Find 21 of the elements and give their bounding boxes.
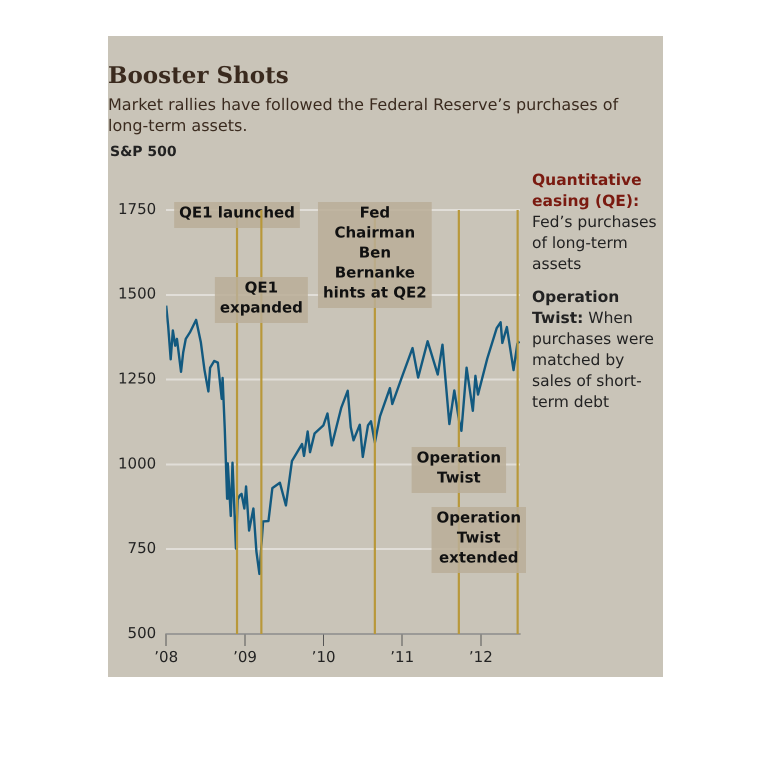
y-tick-label: 1750 [118, 200, 156, 218]
ref-line-label: Operation Twist [416, 448, 502, 486]
y-tick-label: 1250 [118, 369, 156, 388]
text: Operation Twist: When purchases were matched by sales of short-term debt [532, 287, 655, 413]
x-tick-label: ’09 [233, 648, 257, 666]
y-tick-label: 500 [128, 624, 156, 642]
x-tick-label: ’08 [154, 648, 178, 666]
x-tick-label: ’11 [390, 648, 414, 666]
y-tick-label: 1500 [118, 284, 156, 303]
ref-line-label: Fed Chairman Ben Bernanke hints at QE2 [322, 203, 427, 302]
y-tick-label: 1000 [118, 454, 156, 472]
x-tick-label: ’10 [312, 648, 336, 666]
chart-title: Booster Shots [108, 62, 289, 89]
ref-line-label: Operation Twist extended [436, 508, 522, 566]
chart-subtitle: Market rallies have followed the Federal Reserve’s purchases of long-term assets. [108, 94, 620, 136]
text: Quantitative easing (QE): Fed’s purchases of long-term assets [532, 170, 658, 275]
ref-line-label: QE1 launched [179, 203, 295, 222]
y-axis-title: S&P 500 [110, 144, 177, 160]
ref-line-label: QE1 expanded [220, 278, 303, 316]
y-tick-label: 750 [128, 539, 156, 558]
x-tick-label: ’12 [468, 648, 493, 666]
